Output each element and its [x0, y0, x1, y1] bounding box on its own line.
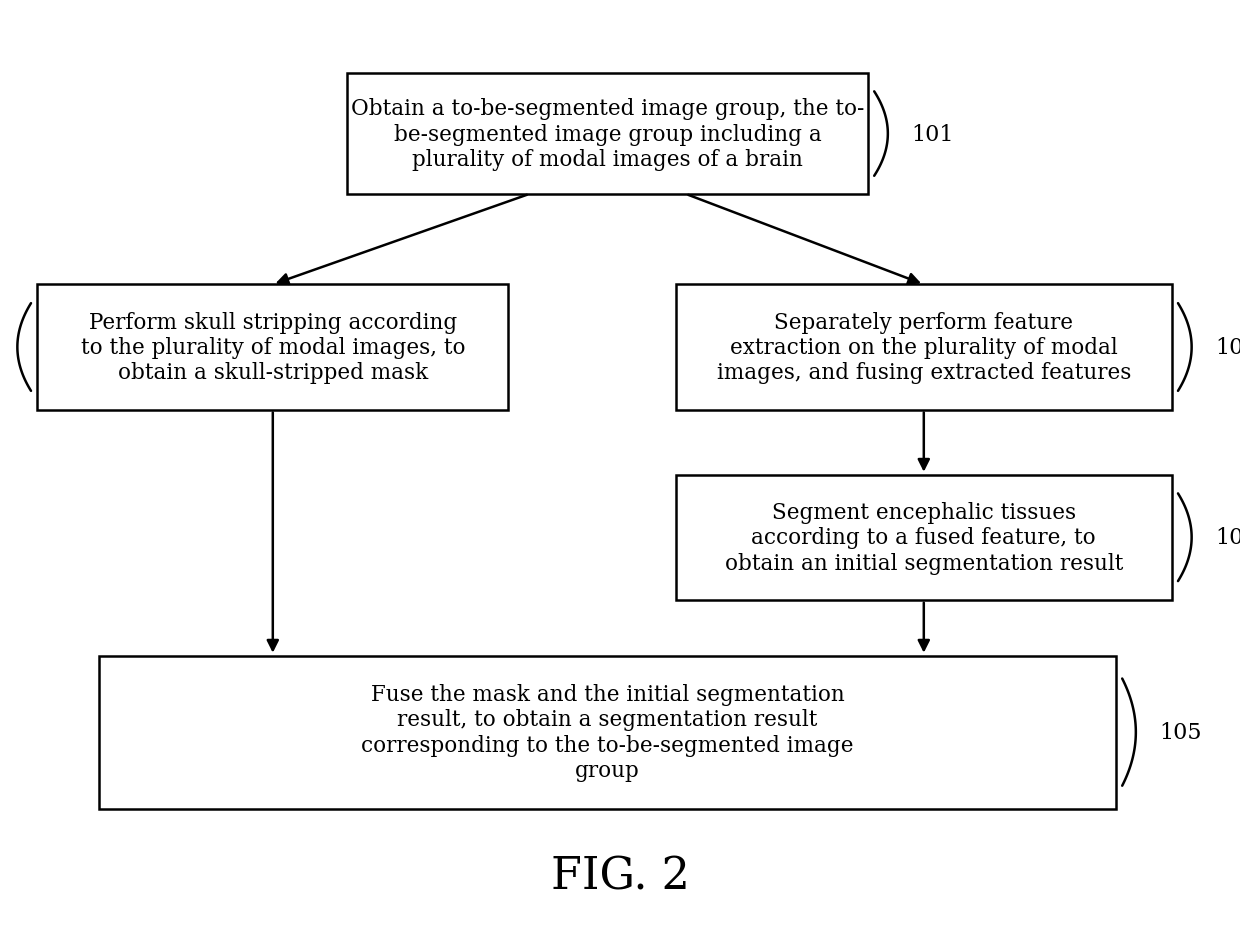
FancyBboxPatch shape — [676, 286, 1172, 410]
FancyBboxPatch shape — [37, 286, 508, 410]
Text: 103: 103 — [1215, 337, 1240, 359]
Text: Segment encephalic tissues
according to a fused feature, to
obtain an initial se: Segment encephalic tissues according to … — [724, 502, 1123, 574]
Text: 101: 101 — [911, 123, 954, 146]
Text: Separately perform feature
extraction on the plurality of modal
images, and fusi: Separately perform feature extraction on… — [717, 311, 1131, 384]
FancyBboxPatch shape — [347, 74, 868, 195]
Text: Fuse the mask and the initial segmentation
result, to obtain a segmentation resu: Fuse the mask and the initial segmentati… — [361, 683, 854, 781]
Text: FIG. 2: FIG. 2 — [551, 855, 689, 897]
Text: Obtain a to-be-segmented image group, the to-
be-segmented image group including: Obtain a to-be-segmented image group, th… — [351, 98, 864, 171]
Text: 105: 105 — [1159, 721, 1202, 743]
FancyBboxPatch shape — [99, 656, 1116, 808]
Text: 104: 104 — [1215, 527, 1240, 549]
Text: Perform skull stripping according
to the plurality of modal images, to
obtain a : Perform skull stripping according to the… — [81, 311, 465, 384]
FancyBboxPatch shape — [676, 475, 1172, 601]
